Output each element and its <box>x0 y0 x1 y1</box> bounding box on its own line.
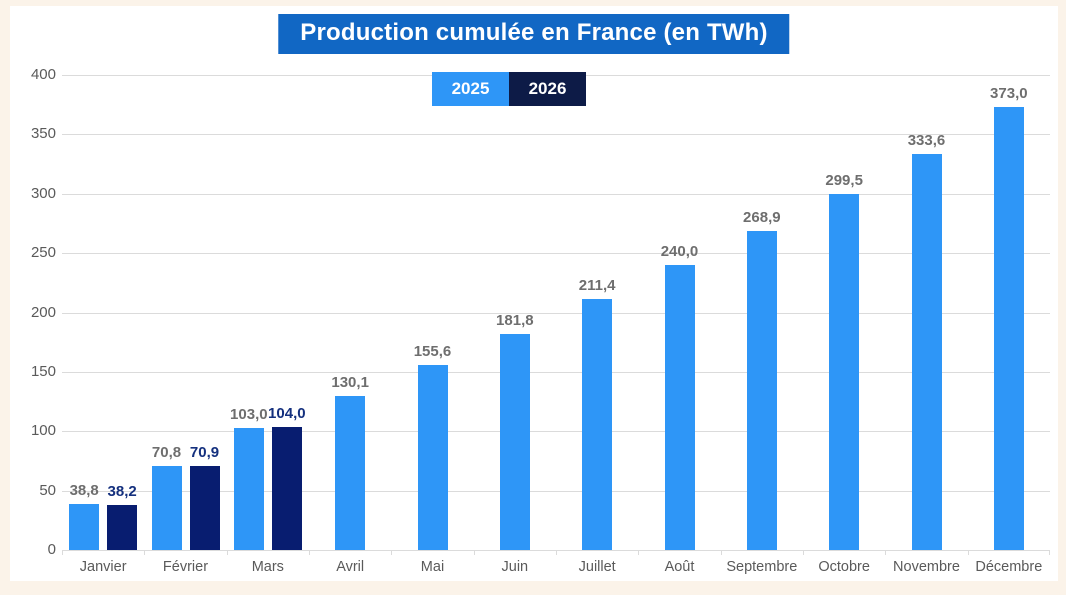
bar-2025-novembre <box>911 153 942 550</box>
gridline-50 <box>62 490 1050 492</box>
value-label-2025-novembre: 333,6 <box>907 131 946 149</box>
x-axis-tick <box>721 550 722 555</box>
bar-2025-juillet <box>582 298 613 550</box>
x-axis-label-avril: Avril <box>336 559 365 575</box>
y-tick-label: 200 <box>30 303 56 321</box>
x-axis-label-octobre: Octobre <box>818 559 870 575</box>
value-label-2025-février: 70,8 <box>151 443 182 461</box>
value-label-2026-mars: 104,0 <box>268 404 306 422</box>
value-label-2025-septembre: 268,9 <box>743 208 781 226</box>
bar-2025-juin <box>499 334 530 550</box>
gridline-350 <box>62 134 1050 136</box>
bar-2026-février <box>189 465 220 550</box>
x-axis-tick <box>638 550 639 555</box>
y-tick-label: 250 <box>30 244 56 262</box>
plot-area: Janvier 38,8 38,2 Février 70,8 70,9 Mars 103,0 1… <box>62 6 1050 581</box>
x-axis-label-novembre: Novembre <box>893 559 960 575</box>
x-axis-label-février: Février <box>162 559 209 575</box>
x-axis-tick <box>227 550 228 555</box>
value-label-2026-février: 70,9 <box>189 443 220 461</box>
value-label-2025-mai: 155,6 <box>413 343 452 361</box>
gridline-100 <box>62 431 1050 433</box>
bar-2025-février <box>151 465 182 550</box>
y-tick-label: 150 <box>30 362 56 380</box>
y-tick-label: 100 <box>30 422 56 440</box>
x-axis-tick <box>885 550 886 555</box>
x-axis-label-juin: Juin <box>501 559 529 575</box>
bar-2025-décembre <box>993 107 1024 550</box>
x-axis-label-décembre: Décembre <box>975 559 1043 575</box>
value-label-2025-juillet: 211,4 <box>578 276 616 294</box>
x-axis-tick <box>556 550 557 555</box>
gridline-200 <box>62 312 1050 314</box>
legend: 2025 2026 <box>432 72 586 106</box>
bar-2025-mars <box>233 427 264 550</box>
x-axis-tick <box>474 550 475 555</box>
value-label-2025-mars: 103,0 <box>230 405 268 423</box>
x-axis-tick <box>968 550 969 555</box>
bar-2025-avril <box>335 395 366 550</box>
legend-item-2025[interactable]: 2025 <box>432 72 509 106</box>
x-axis-tick <box>309 550 310 555</box>
x-axis-tick <box>62 550 63 555</box>
gridline-300 <box>62 193 1050 195</box>
y-tick-label: 300 <box>30 184 56 202</box>
value-label-2025-décembre: 373,0 <box>990 85 1028 103</box>
value-label-2025-octobre: 299,5 <box>825 172 863 190</box>
value-label-2025-avril: 130,1 <box>331 373 369 391</box>
x-axis-tick <box>391 550 392 555</box>
legend-item-2026[interactable]: 2026 <box>509 72 586 106</box>
value-label-2025-juin: 181,8 <box>496 312 534 330</box>
value-label-2025-août: 240,0 <box>660 243 699 260</box>
y-tick-label: 350 <box>30 125 56 143</box>
x-axis-tick <box>1049 550 1050 555</box>
x-axis-tick <box>803 550 804 555</box>
x-axis-label-mai: Mai <box>420 559 445 575</box>
bar-2025-janvier <box>69 503 100 550</box>
y-tick-label: 0 <box>47 541 56 558</box>
gridline-150 <box>62 371 1050 373</box>
value-label-2025-janvier: 38,8 <box>69 481 99 499</box>
y-tick-label: 400 <box>30 66 56 83</box>
chart-title: Production cumulée en France (en TWh) <box>278 14 790 54</box>
gridline-250 <box>62 253 1050 255</box>
x-axis-label-septembre: Septembre <box>726 559 798 575</box>
bar-2025-mai <box>417 365 448 550</box>
x-axis-label-janvier: Janvier <box>79 559 127 575</box>
chart-card: Production cumulée en France (en TWh) 20… <box>10 6 1058 581</box>
bar-2025-août <box>664 265 695 550</box>
bar-2026-janvier <box>107 504 138 550</box>
bar-2026-mars <box>271 426 302 550</box>
x-axis-tick <box>144 550 145 555</box>
x-axis-label-mars: Mars <box>251 559 284 575</box>
bar-2025-septembre <box>746 230 777 550</box>
value-label-2026-janvier: 38,2 <box>107 482 137 500</box>
bar-2025-octobre <box>829 194 860 550</box>
x-axis-label-juillet: Juillet <box>578 559 616 575</box>
y-tick-label: 50 <box>39 481 56 499</box>
x-axis-label-août: Août <box>664 559 695 575</box>
